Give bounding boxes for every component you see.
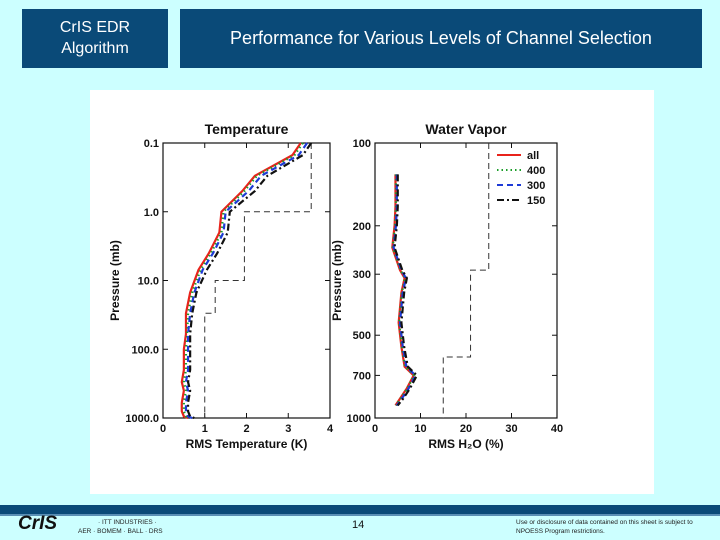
y-tick-label: 700 (353, 370, 371, 382)
partners-line2: AER · BOMEM · BALL · DRS (78, 528, 163, 535)
y-tick-label: 200 (353, 221, 371, 233)
y-axis-label: Pressure (mb) (330, 240, 344, 321)
footer-bar-accent (0, 514, 720, 516)
figure-panel: Temperature 0 1 2 3 4 0.1 1.0 10.0 100.0 1000.0 RMS… (90, 90, 654, 494)
x-tick-label: 0 (160, 423, 166, 435)
partners-line1: · ITT INDUSTRIES · (98, 519, 157, 526)
x-tick-label: 10 (414, 423, 426, 435)
series-line-all (180, 142, 302, 420)
x-axis-label: RMS H₂O (%) (428, 437, 503, 451)
x-tick-label: 0 (372, 423, 378, 435)
legend-label-all: all (527, 150, 539, 162)
y-tick-label: 300 (353, 269, 371, 281)
cris-logo: CrIS (18, 513, 58, 534)
footer-bar (0, 505, 720, 514)
y-tick-label: 1000 (347, 413, 371, 425)
series-line-150 (186, 142, 313, 420)
x-tick-label: 40 (551, 423, 563, 435)
chart-title: Water Vapor (425, 121, 507, 137)
header-algorithm-box: CrIS EDR Algorithm (22, 9, 168, 68)
legend-label-300: 300 (527, 180, 545, 192)
partners-text: · ITT INDUSTRIES · AER · BOMEM · BALL · … (78, 518, 198, 536)
series-line-400 (182, 142, 304, 420)
page-title: Performance for Various Levels of Channe… (180, 9, 702, 68)
reference-line (204, 143, 312, 418)
legend-label-150: 150 (527, 195, 545, 207)
x-tick-label: 20 (460, 423, 472, 435)
y-tick-label: 0.1 (144, 138, 159, 150)
x-tick-label: 3 (285, 423, 291, 435)
x-tick-label: 1 (202, 423, 208, 435)
header-left-line2: Algorithm (61, 40, 129, 57)
x-tick-label: 30 (505, 423, 517, 435)
y-tick-label: 10.0 (138, 276, 159, 288)
x-tick-label: 2 (243, 423, 249, 435)
reference-line (442, 143, 490, 418)
x-tick-label: 4 (327, 423, 334, 435)
page-number: 14 (352, 519, 365, 531)
header-left-line1: CrIS EDR (59, 19, 131, 36)
y-axis-label: Pressure (mb) (108, 240, 122, 321)
disclaimer-text: Use or disclosure of data contained on t… (516, 519, 693, 535)
legend-label-400: 400 (527, 165, 545, 177)
y-tick-label: 500 (353, 330, 371, 342)
y-tick-label: 100.0 (131, 344, 159, 356)
y-tick-label: 100 (353, 138, 371, 150)
series-line-150 (393, 174, 419, 407)
y-tick-label: 1.0 (144, 207, 159, 219)
chart-svg: Temperature 0 1 2 3 4 0.1 1.0 10.0 100.0 1000.0 RMS… (108, 121, 563, 451)
x-axis-label: RMS Temperature (K) (186, 437, 308, 451)
chart-title: Temperature (205, 121, 289, 137)
y-tick-label: 1000.0 (125, 413, 159, 425)
